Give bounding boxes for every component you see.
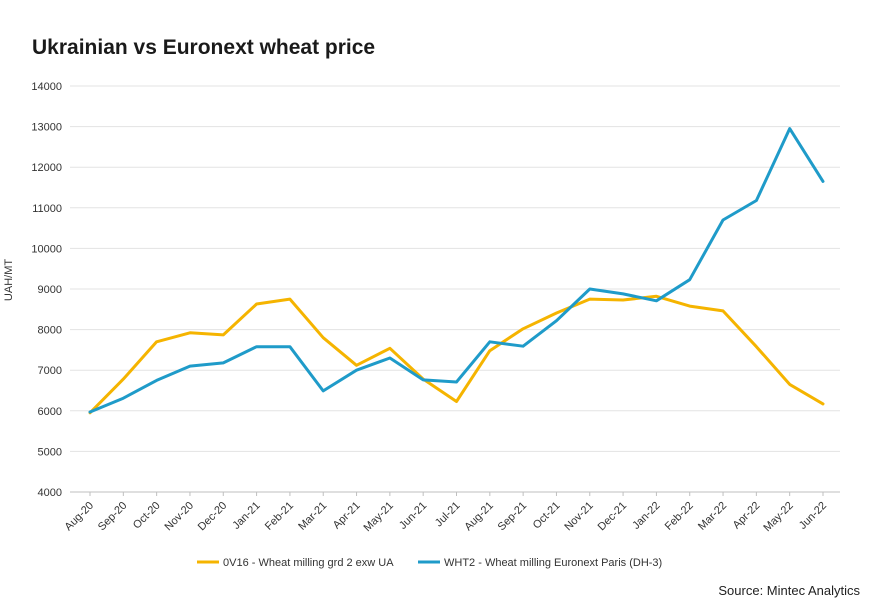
source-note: Source: Mintec Analytics xyxy=(718,583,860,598)
x-tick-label: Nov-20 xyxy=(163,500,197,534)
x-tick-label: Jun-22 xyxy=(797,500,829,532)
x-tick-label: May-22 xyxy=(761,500,795,534)
y-tick-label: 13000 xyxy=(31,122,62,134)
y-tick-label: 8000 xyxy=(38,325,62,337)
x-tick-label: Dec-21 xyxy=(596,500,630,534)
y-tick-label: 14000 xyxy=(31,81,62,93)
chart-title: Ukrainian vs Euronext wheat price xyxy=(32,36,376,59)
x-tick-label: Apr-22 xyxy=(731,500,763,532)
y-tick-label: 9000 xyxy=(38,284,62,296)
y-axis-label: UAH/MT xyxy=(3,259,15,301)
x-tick-label: Oct-20 xyxy=(131,500,163,532)
x-tick-label: Feb-22 xyxy=(663,500,696,533)
x-axis-ticks: Aug-20 Sep-20 Oct-20 Nov-20 Dec-20 Jan-21 Feb-… xyxy=(63,492,829,534)
series-line-ua xyxy=(88,294,825,415)
y-tick-label: 5000 xyxy=(38,446,62,458)
x-tick-label: Dec-20 xyxy=(196,500,230,534)
gridlines xyxy=(70,85,840,493)
x-tick-label: Sep-20 xyxy=(96,500,130,534)
y-tick-label: 12000 xyxy=(31,162,62,174)
x-tick-label: Oct-21 xyxy=(531,500,563,532)
y-tick-label: 10000 xyxy=(31,243,62,255)
x-tick-label: Sep-21 xyxy=(496,500,530,534)
y-tick-label: 11000 xyxy=(32,203,62,215)
y-axis-ticks: 4000 5000 6000 7000 8000 9000 10000 11000 12000 1… xyxy=(31,81,62,499)
x-tick-label: Nov-21 xyxy=(562,500,596,534)
x-tick-label: Aug-20 xyxy=(63,500,97,534)
legend-label: 0V16 - Wheat milling grd 2 exw UA xyxy=(223,557,394,569)
x-tick-label: Mar-22 xyxy=(696,500,729,533)
x-tick-label: Feb-21 xyxy=(263,500,296,533)
x-tick-label: Jul-21 xyxy=(433,500,463,530)
x-tick-label: Jan-22 xyxy=(630,500,662,532)
x-tick-label: Jan-21 xyxy=(230,500,262,532)
legend-label: WHT2 - Wheat milling Euronext Paris (DH-… xyxy=(444,557,662,569)
series-lines xyxy=(88,127,825,415)
legend: 0V16 - Wheat milling grd 2 exw UA WHT2 - … xyxy=(197,557,662,569)
y-tick-label: 4000 xyxy=(38,487,62,499)
x-tick-label: Aug-21 xyxy=(462,500,496,534)
x-tick-label: May-21 xyxy=(362,500,396,534)
y-tick-label: 7000 xyxy=(38,365,62,377)
y-tick-label: 6000 xyxy=(38,406,62,418)
x-tick-label: Jun-21 xyxy=(397,500,429,532)
x-tick-label: Apr-21 xyxy=(331,500,363,532)
series-line-euronext xyxy=(88,127,825,414)
x-tick-label: Mar-21 xyxy=(296,500,329,533)
